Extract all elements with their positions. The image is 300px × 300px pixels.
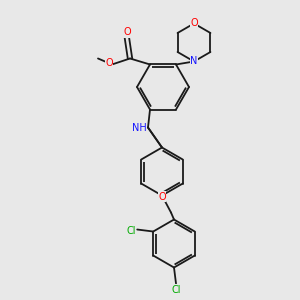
Text: O: O xyxy=(105,58,113,68)
Text: Cl: Cl xyxy=(127,226,136,236)
Text: O: O xyxy=(190,19,198,28)
Text: N: N xyxy=(190,56,198,67)
Text: Cl: Cl xyxy=(171,284,181,295)
Text: O: O xyxy=(123,28,131,38)
Text: NH: NH xyxy=(132,122,146,133)
Text: O: O xyxy=(158,191,166,202)
